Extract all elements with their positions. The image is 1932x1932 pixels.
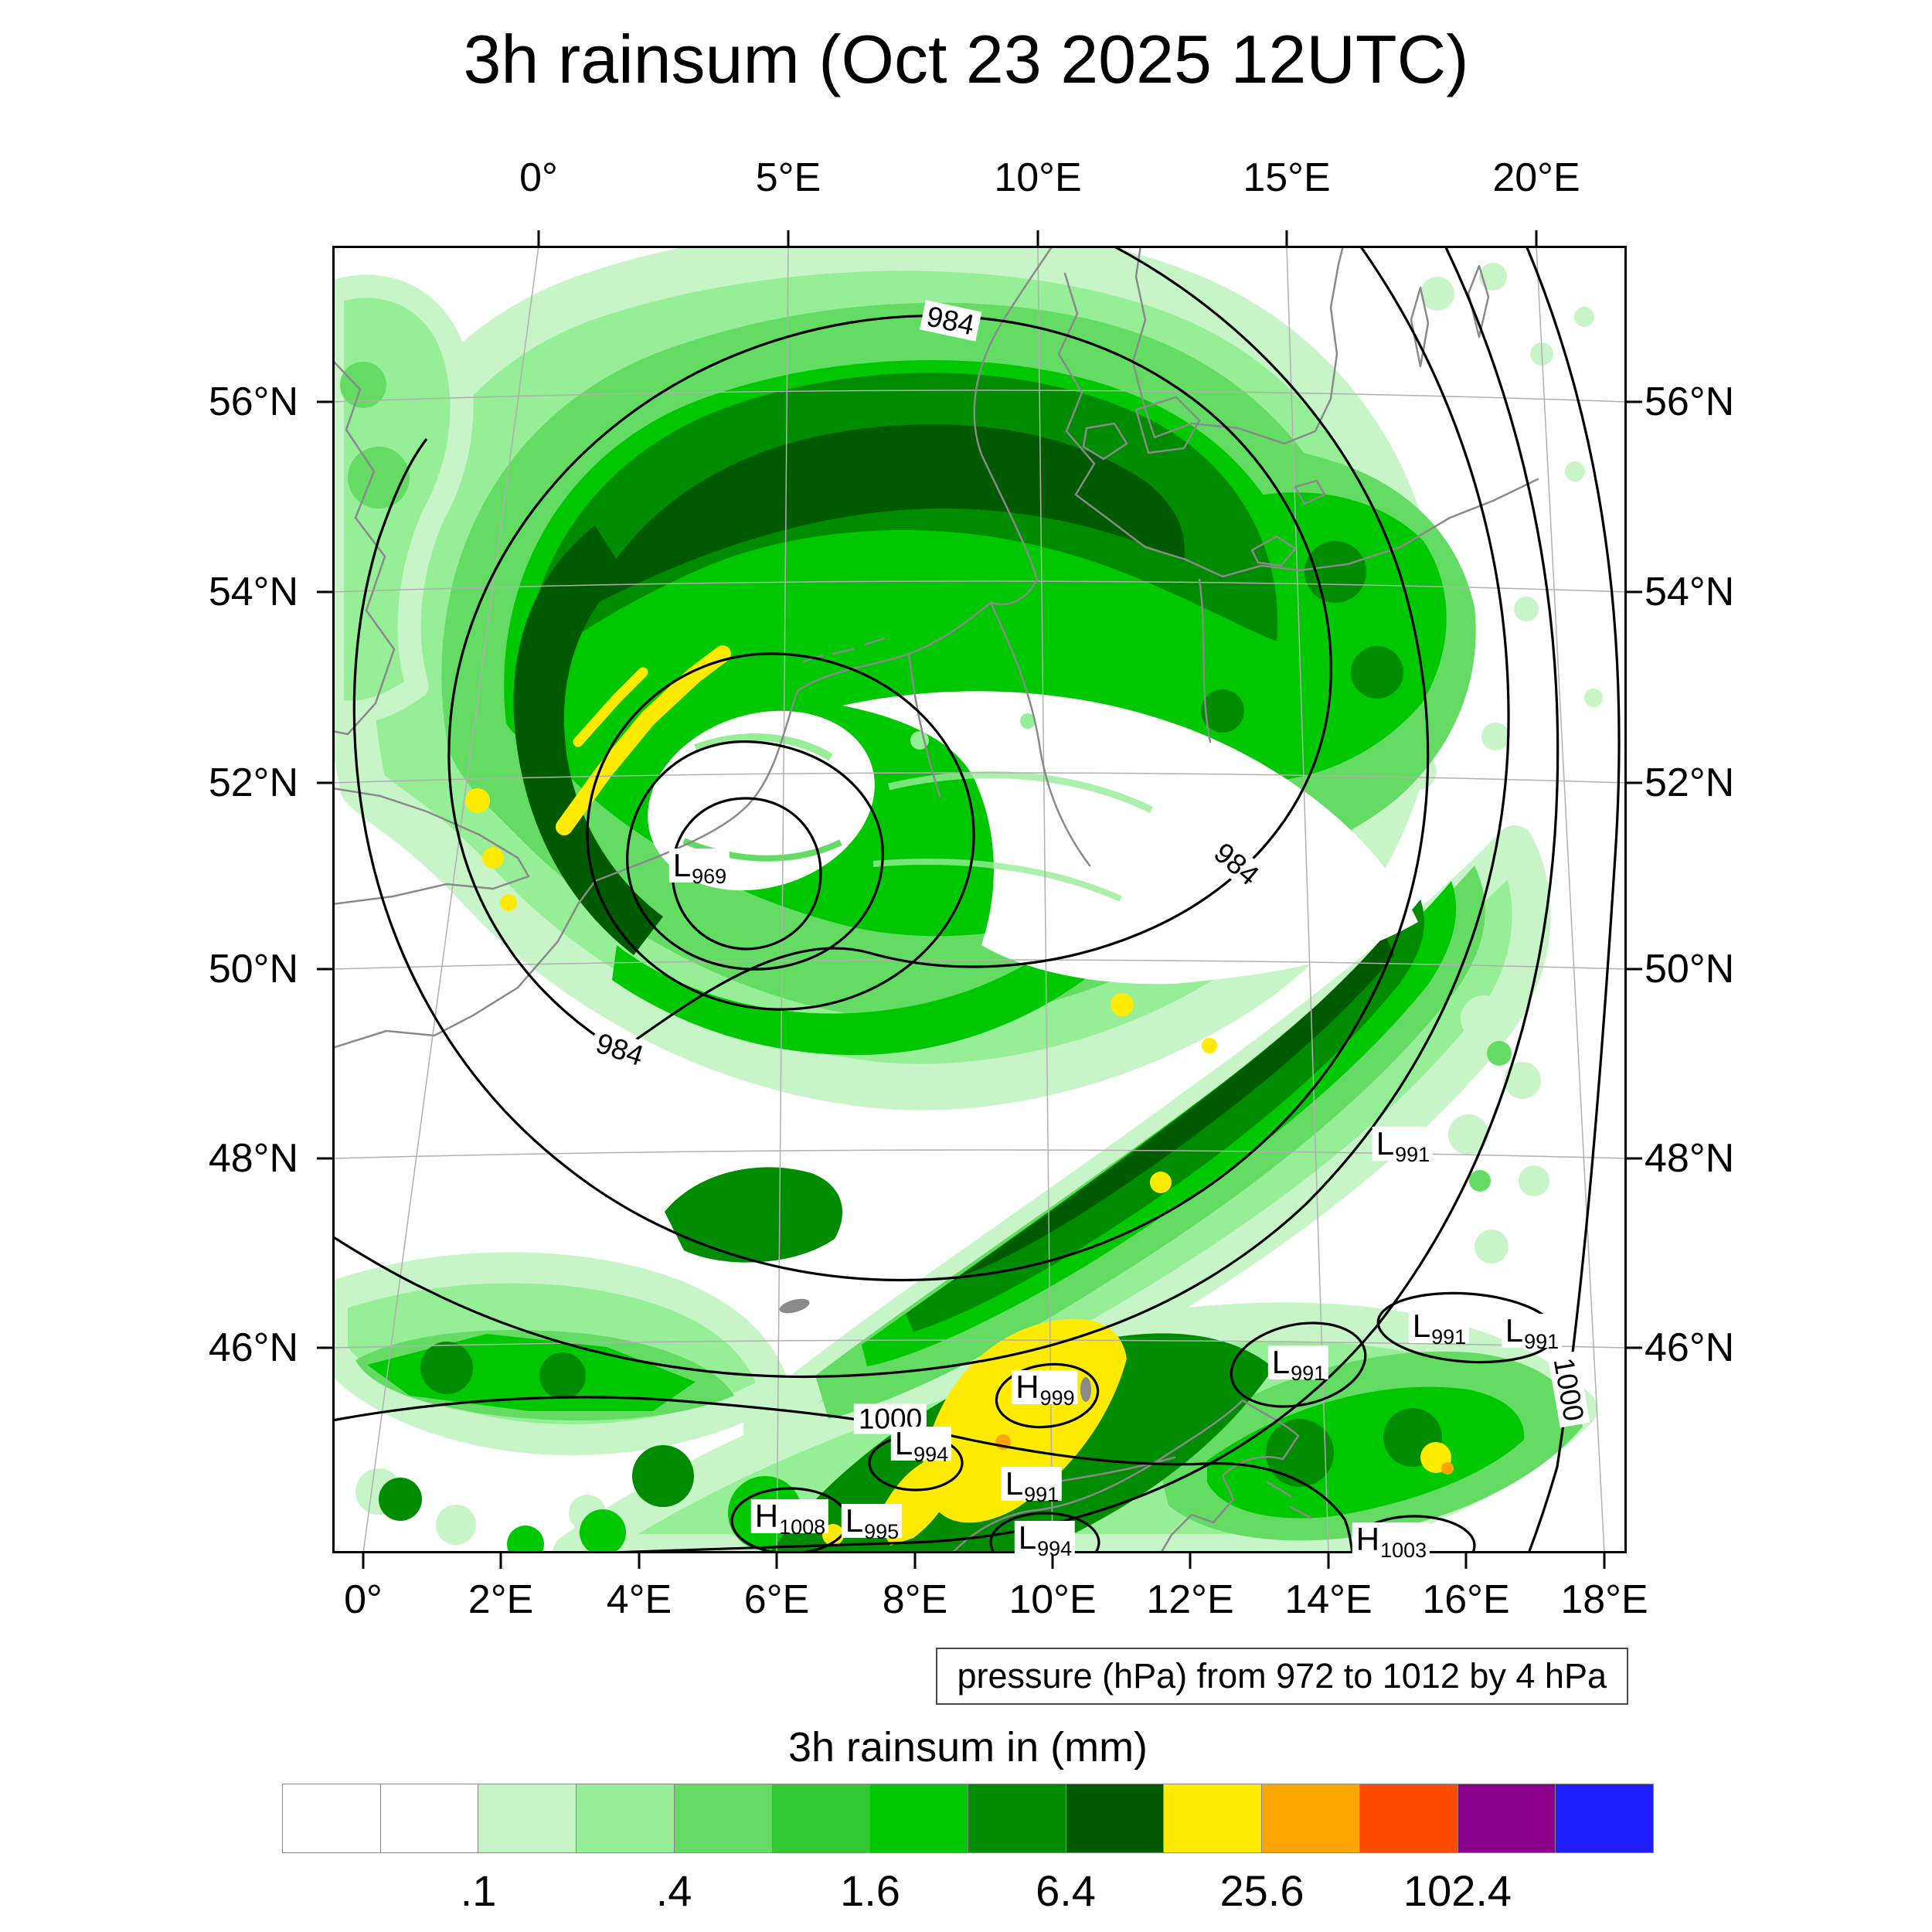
lon-tick-bottom: 2°E	[468, 1577, 534, 1622]
lon-tick-top: 10°E	[994, 155, 1082, 200]
pressure-center-letter: H	[1355, 1521, 1380, 1557]
colorbar-cell	[870, 1784, 969, 1852]
colorbar-tick: 1.6	[840, 1866, 900, 1915]
lat-tick-right: 48°N	[1645, 1136, 1735, 1181]
lon-tick-bottom: 0°	[344, 1577, 383, 1622]
pressure-center-letter: L	[845, 1502, 864, 1539]
colorbar-tick: 6.4	[1036, 1866, 1096, 1915]
pressure-center-letter: L	[1018, 1519, 1037, 1556]
lat-tick-right: 46°N	[1645, 1325, 1735, 1370]
lon-tick-bottom: 16°E	[1422, 1577, 1510, 1622]
pressure-center-value: 991	[1395, 1143, 1430, 1166]
lon-tick-bottom: 18°E	[1560, 1577, 1648, 1622]
colorbar-cell	[968, 1784, 1066, 1852]
lon-tick-bottom: 4°E	[606, 1577, 672, 1622]
pressure-center-low: L994	[890, 1425, 952, 1465]
lat-tick-left: 46°N	[208, 1325, 298, 1370]
pressure-center-value: 991	[1024, 1483, 1060, 1506]
colorbar-tick: 102.4	[1403, 1866, 1512, 1915]
pressure-center-letter: L	[894, 1425, 913, 1461]
colorbar-tick: .4	[655, 1866, 692, 1915]
colorbar-cell	[577, 1784, 675, 1852]
pressure-center-high: H1008	[750, 1498, 829, 1538]
colorbar-cell	[1164, 1784, 1263, 1852]
pressure-center-value: 994	[913, 1443, 949, 1466]
colorbar-cell	[283, 1784, 381, 1852]
colorbar-tick: .1	[460, 1866, 497, 1915]
lon-tick-bottom: 14°E	[1284, 1577, 1372, 1622]
colorbar	[282, 1784, 1654, 1853]
pressure-center-value: 994	[1037, 1537, 1073, 1560]
pressure-center-low: L991	[1001, 1465, 1063, 1505]
pressure-center-low: L991	[1501, 1312, 1563, 1352]
lat-tick-left: 56°N	[208, 379, 298, 424]
lon-tick-top: 0°	[519, 155, 558, 200]
colorbar-cell	[1458, 1784, 1556, 1852]
pressure-center-value: 991	[1524, 1330, 1560, 1353]
coastlines	[332, 246, 1539, 1553]
pressure-center-low: L995	[841, 1502, 903, 1543]
lon-tick-bottom: 6°E	[743, 1577, 810, 1622]
lon-tick-bottom: 10°E	[1009, 1577, 1097, 1622]
pressure-center-low: L991	[1408, 1308, 1470, 1348]
lat-tick-right: 54°N	[1645, 570, 1735, 614]
lon-tick-top: 20°E	[1492, 155, 1580, 200]
precipitation-field	[332, 246, 1603, 1553]
colorbar-cell	[1359, 1784, 1458, 1852]
pressure-center-value: 969	[692, 865, 727, 888]
colorbar-cell	[674, 1784, 773, 1852]
lat-tick-right: 50°N	[1645, 947, 1735, 992]
map-frame	[332, 246, 1627, 1553]
pressure-center-high: H1003	[1352, 1521, 1430, 1561]
pressure-center-letter: H	[1015, 1369, 1039, 1405]
lat-tick-right: 52°N	[1645, 760, 1735, 805]
colorbar-cell	[772, 1784, 871, 1852]
pressure-center-value: 1008	[779, 1515, 826, 1539]
pressure-center-letter: L	[1005, 1465, 1024, 1502]
pressure-center-letter: L	[672, 847, 692, 883]
pressure-center-value: 991	[1431, 1325, 1467, 1349]
weather-map	[317, 230, 1642, 1569]
colorbar-cell	[380, 1784, 479, 1852]
pressure-center-letter: L	[1505, 1312, 1524, 1349]
lat-tick-right: 56°N	[1645, 379, 1735, 424]
pressure-center-letter: H	[754, 1498, 779, 1534]
chart-title: 3h rainsum (Oct 23 2025 12UTC)	[463, 21, 1469, 97]
colorbar-title: 3h rainsum in (mm)	[787, 1724, 1148, 1770]
pressure-center-value: 999	[1039, 1386, 1075, 1410]
pressure-center-low: L994	[1014, 1519, 1076, 1560]
pressure-center-high: H999	[1012, 1369, 1078, 1409]
pressure-caption: pressure (hPa) from 972 to 1012 by 4 hPa	[935, 1648, 1628, 1705]
pressure-center-low: L991	[1267, 1344, 1329, 1384]
dry-slot	[842, 691, 1418, 985]
colorbar-cell	[1262, 1784, 1360, 1852]
colorbar-cell	[478, 1784, 577, 1852]
pressure-contours	[332, 246, 1621, 1553]
pressure-center-value: 995	[864, 1520, 900, 1543]
pressure-center-letter: L	[1376, 1125, 1395, 1162]
lat-tick-left: 54°N	[208, 570, 298, 614]
pressure-center-value: 1003	[1380, 1539, 1427, 1562]
map-ticks	[317, 230, 1642, 1569]
colorbar-cell	[1556, 1784, 1654, 1852]
pressure-center-letter: L	[1412, 1308, 1431, 1344]
pressure-center-low: L969	[668, 847, 730, 887]
lon-tick-bottom: 12°E	[1146, 1577, 1234, 1622]
lon-tick-top: 15°E	[1243, 155, 1331, 200]
pressure-center-value: 991	[1291, 1362, 1326, 1385]
colorbar-tick: 25.6	[1219, 1866, 1304, 1915]
lat-tick-left: 48°N	[208, 1136, 298, 1181]
colorbar-cell	[1066, 1784, 1165, 1852]
lat-tick-left: 52°N	[208, 760, 298, 805]
lon-tick-bottom: 8°E	[882, 1577, 948, 1622]
pressure-center-letter: L	[1271, 1344, 1291, 1380]
lat-tick-left: 50°N	[208, 947, 298, 992]
pressure-center-low: L991	[1372, 1125, 1434, 1165]
lon-tick-top: 5°E	[755, 155, 821, 200]
